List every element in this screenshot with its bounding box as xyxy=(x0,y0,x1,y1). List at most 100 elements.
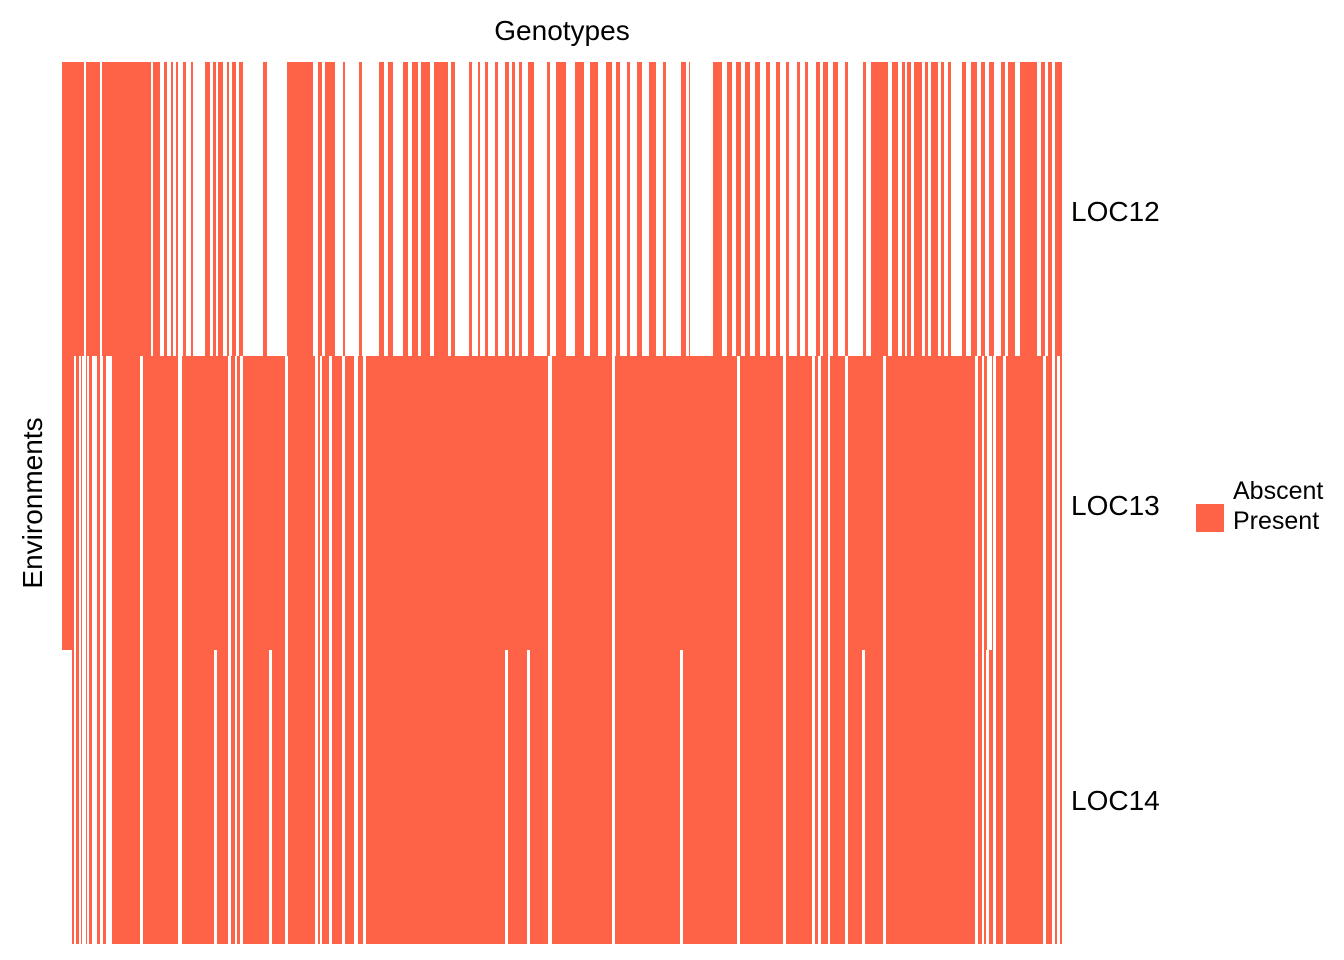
heatmap-cell-loc14-20 xyxy=(358,650,363,944)
heatmap-cell-loc12-12 xyxy=(227,62,229,356)
heatmap-cell-loc12-55 xyxy=(786,62,789,356)
heatmap-cell-loc12-70 xyxy=(941,62,944,356)
heatmap-cell-loc12-66 xyxy=(907,62,911,356)
heatmap-cell-loc12-34 xyxy=(519,62,522,356)
heatmap-cell-loc13-4 xyxy=(89,356,92,650)
heatmap-cell-loc12-9 xyxy=(205,62,210,356)
heatmap-cell-loc14-7 xyxy=(112,650,140,944)
heatmap-cell-loc14-36 xyxy=(984,650,986,944)
heatmap-cell-loc12-37 xyxy=(556,62,566,356)
legend: Abscent Present xyxy=(1196,477,1323,535)
heatmap-cell-loc14-23 xyxy=(530,650,548,944)
heatmap-cell-loc12-5 xyxy=(171,62,173,356)
heatmap-cell-loc14-19 xyxy=(345,650,354,944)
heatmap-cell-loc13-22 xyxy=(740,356,783,650)
heatmap-cell-loc12-22 xyxy=(388,62,393,356)
heatmap-cell-loc14-37 xyxy=(989,650,993,944)
heatmap-cell-loc14-15 xyxy=(288,650,315,944)
heatmap-cell-loc14-25 xyxy=(615,650,680,944)
heatmap-cell-loc14-13 xyxy=(243,650,269,944)
heatmap-cell-loc12-17 xyxy=(318,62,322,356)
heatmap-cell-loc12-6 xyxy=(176,62,178,356)
heatmap-cell-loc14-24 xyxy=(552,650,612,944)
heatmap-body xyxy=(62,62,1062,944)
heatmap-cell-loc12-24 xyxy=(412,62,418,356)
heatmap-cell-loc13-1 xyxy=(76,356,79,650)
heatmap-cell-loc14-22 xyxy=(508,650,527,944)
heatmap-cell-loc12-42 xyxy=(627,62,630,356)
heatmap-cell-loc12-56 xyxy=(797,62,800,356)
heatmap-cell-loc14-11 xyxy=(231,650,235,944)
heatmap-cell-loc13-2 xyxy=(81,356,82,650)
heatmap-cell-loc13-12 xyxy=(243,356,285,650)
heatmap-cell-loc12-41 xyxy=(616,62,620,356)
heatmap-cell-loc12-31 xyxy=(495,62,498,356)
heatmap-cell-loc13-34 xyxy=(1046,356,1052,650)
heatmap-cell-loc12-0 xyxy=(62,62,84,356)
heatmap-cell-loc12-11 xyxy=(218,62,223,356)
heatmap-cell-loc13-27 xyxy=(848,356,883,650)
heatmap-cell-loc13-14 xyxy=(318,356,320,650)
heatmap-cell-loc14-8 xyxy=(143,650,178,944)
heatmap-cell-loc13-23 xyxy=(786,356,812,650)
heatmap-cell-loc12-30 xyxy=(485,62,488,356)
heatmap-cell-loc12-50 xyxy=(736,62,741,356)
heatmap-cell-loc13-33 xyxy=(1006,356,1043,650)
heatmap-cell-loc13-17 xyxy=(345,356,354,650)
heatmap-cell-loc14-35 xyxy=(978,650,982,944)
heatmap-cell-loc12-3 xyxy=(153,62,160,356)
heatmap-cell-loc14-40 xyxy=(1046,650,1052,944)
heatmap-cell-loc14-4 xyxy=(89,650,92,944)
heatmap-cell-loc14-5 xyxy=(97,650,100,944)
heatmap-cell-loc14-9 xyxy=(182,650,214,944)
legend-swatch-present xyxy=(1196,504,1224,532)
heatmap-cell-loc13-9 xyxy=(182,356,228,650)
heatmap-cell-loc12-79 xyxy=(1041,62,1045,356)
heatmap-cell-loc14-27 xyxy=(740,650,783,944)
heatmap-cell-loc14-6 xyxy=(103,650,106,944)
row-label-loc14: LOC14 xyxy=(1071,785,1160,816)
heatmap-cell-loc12-67 xyxy=(914,62,922,356)
heatmap-cell-loc12-48 xyxy=(713,62,722,356)
heatmap-cell-loc12-74 xyxy=(981,62,985,356)
heatmap-cell-loc12-76 xyxy=(1001,62,1005,356)
heatmap-cell-loc14-12 xyxy=(237,650,240,944)
legend-label-present: Present xyxy=(1233,507,1319,535)
heatmap-cell-loc12-54 xyxy=(776,62,780,356)
heatmap-cell-loc12-45 xyxy=(663,62,666,356)
heatmap-cell-loc13-5 xyxy=(97,356,100,650)
heatmap-cell-loc12-10 xyxy=(213,62,216,356)
heatmap-row-loc12 xyxy=(62,62,1062,356)
heatmap-cell-loc12-33 xyxy=(512,62,515,356)
heatmap-cell-loc12-25 xyxy=(421,62,430,356)
heatmap-cell-loc13-29 xyxy=(978,356,982,650)
heatmap-cell-loc14-39 xyxy=(1006,650,1043,944)
heatmap-cell-loc13-19 xyxy=(366,356,548,650)
heatmap-cell-loc12-44 xyxy=(649,62,656,356)
heatmap-cell-loc12-29 xyxy=(478,62,480,356)
heatmap-cell-loc14-0 xyxy=(72,650,74,944)
heatmap-cell-loc13-36 xyxy=(1060,356,1062,650)
heatmap-cell-loc14-32 xyxy=(848,650,862,944)
heatmap-cell-loc13-15 xyxy=(322,356,329,650)
heatmap-cell-loc12-1 xyxy=(86,62,100,356)
heatmap-cell-loc14-18 xyxy=(332,650,342,944)
heatmap-cell-loc13-18 xyxy=(358,356,363,650)
heatmap-cell-loc13-16 xyxy=(332,356,342,650)
row-label-loc13: LOC13 xyxy=(1071,490,1160,521)
heatmap-cell-loc13-24 xyxy=(815,356,818,650)
heatmap-cell-loc12-65 xyxy=(902,62,905,356)
heatmap-cell-loc14-17 xyxy=(322,650,329,944)
heatmap-cell-loc13-32 xyxy=(996,356,1003,650)
heatmap-cell-loc14-16 xyxy=(318,650,320,944)
heatmap-cell-loc14-38 xyxy=(996,650,1003,944)
heatmap-cell-loc12-26 xyxy=(434,62,448,356)
heatmap-cell-loc13-26 xyxy=(830,356,845,650)
heatmap-cell-loc13-8 xyxy=(143,356,178,650)
legend-label-absent: Abscent xyxy=(1233,477,1323,505)
heatmap-cell-loc12-71 xyxy=(948,62,951,356)
heatmap-cell-loc14-30 xyxy=(821,650,828,944)
heatmap-cell-loc12-23 xyxy=(403,62,408,356)
heatmap-cell-loc12-58 xyxy=(816,62,820,356)
